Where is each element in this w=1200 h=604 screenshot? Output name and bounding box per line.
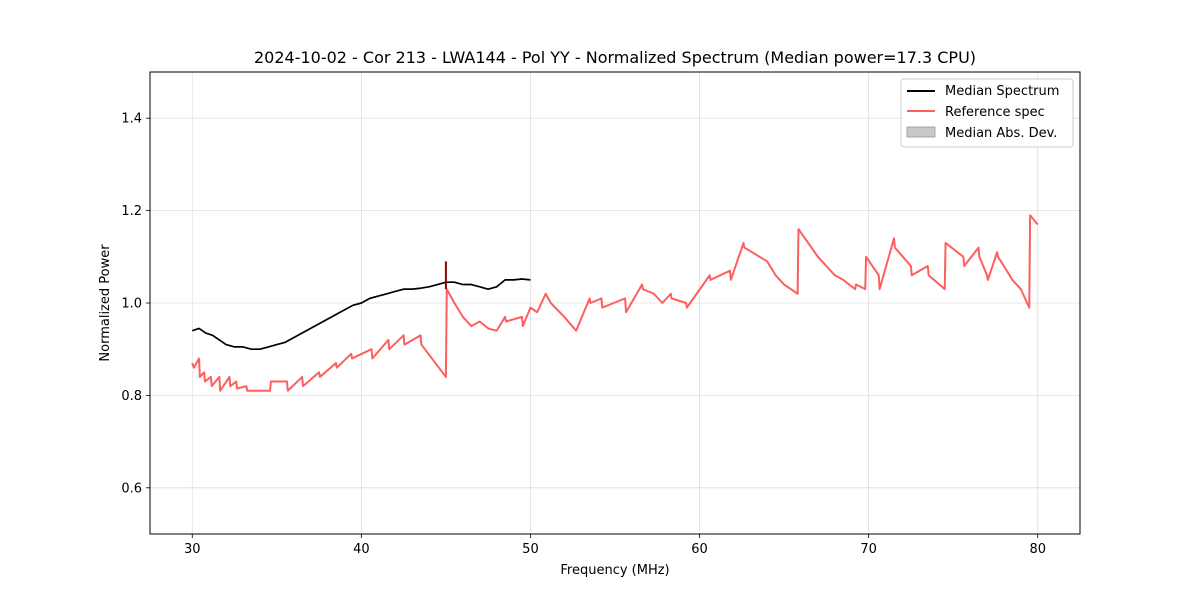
x-axis-label: Frequency (MHz) xyxy=(560,563,669,578)
legend-median-label: Median Spectrum xyxy=(945,84,1059,99)
y-tick-label: 1.2 xyxy=(121,204,142,219)
x-tick-label: 40 xyxy=(353,542,370,557)
series-layer xyxy=(191,214,1039,392)
reference-spectrum-line xyxy=(191,214,1039,392)
y-tick-label: 0.6 xyxy=(121,481,142,496)
x-tick-label: 70 xyxy=(860,542,877,557)
legend-mad-label: Median Abs. Dev. xyxy=(945,126,1057,141)
legend-mad-swatch xyxy=(906,126,936,138)
x-axis-ticks: 30 40 50 60 70 80 xyxy=(184,534,1046,557)
y-axis-label: Normalized Power xyxy=(98,244,113,362)
y-tick-label: 1.4 xyxy=(121,112,142,127)
legend-reference-label: Reference spec xyxy=(945,105,1045,120)
y-axis-ticks: 0.6 0.8 1.0 1.2 1.4 xyxy=(121,112,150,496)
chart-title: 2024-10-02 - Cor 213 - LWA144 - Pol YY -… xyxy=(254,48,976,67)
x-tick-label: 30 xyxy=(184,542,201,557)
y-tick-label: 0.8 xyxy=(121,389,142,404)
median-spectrum-line xyxy=(191,278,531,351)
legend-box xyxy=(900,78,1074,148)
x-tick-label: 50 xyxy=(522,542,539,557)
y-tick-label: 1.0 xyxy=(121,297,142,312)
x-tick-label: 80 xyxy=(1029,542,1046,557)
x-tick-label: 60 xyxy=(691,542,708,557)
legend: Median Spectrum Reference spec Median Ab… xyxy=(900,78,1074,148)
